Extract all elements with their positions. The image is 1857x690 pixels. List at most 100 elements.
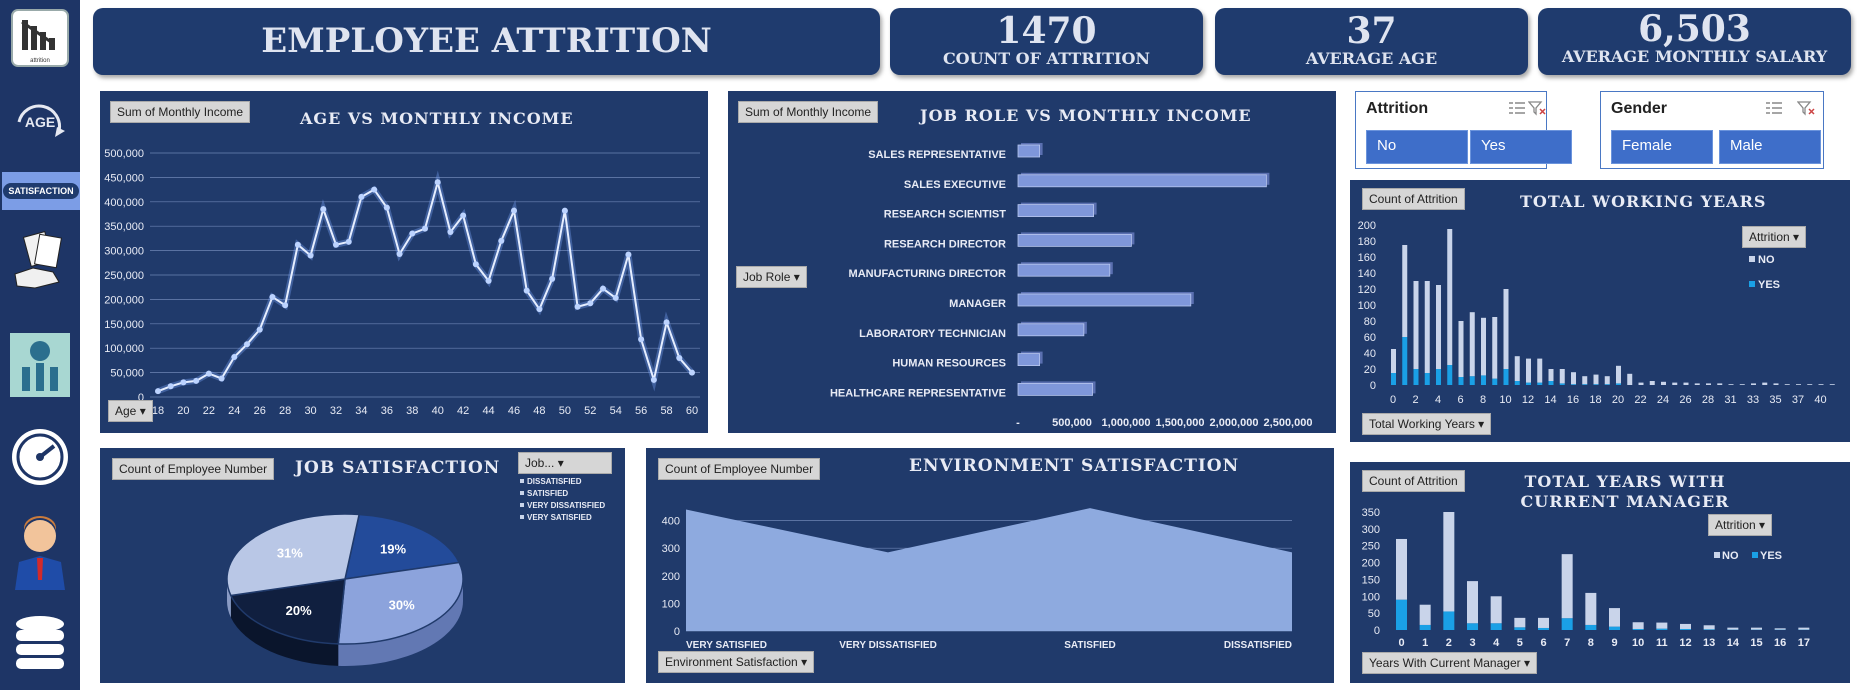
attrition-option-yes[interactable]: Yes	[1470, 130, 1572, 164]
y-tick-label: 400	[662, 516, 680, 528]
jobrole-axis-chip[interactable]: Job Role	[736, 266, 807, 288]
bar-no	[1561, 554, 1573, 619]
logo-caption: attrition	[30, 58, 50, 64]
performance-nav-button[interactable]	[8, 425, 72, 489]
x-tick-label: 14	[1727, 637, 1740, 649]
bar-no	[1656, 622, 1668, 629]
age-income-field-chip[interactable]: Sum of Monthly Income	[110, 101, 251, 123]
bar-no	[1751, 627, 1762, 630]
data-point	[434, 179, 441, 186]
x-tick-label: 46	[508, 405, 520, 417]
database-nav-button[interactable]	[8, 610, 72, 674]
employee-nav-button[interactable]	[8, 516, 72, 590]
clear-filter-icon[interactable]	[1528, 100, 1546, 116]
attrition-option-no[interactable]: No	[1366, 130, 1468, 164]
environment-satisfaction-title: ENVIRONMENT SATISFACTION	[909, 456, 1240, 476]
x-tick-label: 10	[1499, 394, 1511, 406]
bar-no	[1784, 384, 1790, 385]
category-label: RESEARCH DIRECTOR	[884, 238, 1006, 250]
environment-satisfaction-area-chart: 0 100 200 300 400 VERY SATISFIED VERY DISSATIS…	[662, 508, 1292, 651]
bar-yes	[1458, 377, 1464, 385]
bar-yes	[1656, 628, 1668, 630]
attrition-slicer: Attrition No Yes	[1355, 91, 1572, 169]
logo-button[interactable]: attrition	[8, 6, 72, 70]
job-satisfaction-legend-chip[interactable]: Job...	[518, 452, 612, 474]
job-satisfaction-field-chip[interactable]: Count of Employee Number	[112, 458, 275, 480]
bar-yes	[1396, 599, 1407, 630]
x-tick-label: 33	[1747, 394, 1759, 406]
satisfaction-nav-label: SATISFACTION	[3, 183, 79, 199]
multi-select-icon[interactable]	[1765, 100, 1783, 116]
x-tick-label: 24	[1657, 394, 1669, 406]
y-tick-label: 200,000	[104, 294, 144, 306]
y-tick-label: 100,000	[104, 343, 144, 355]
jobrole-income-title: JOB ROLE VS MONTHLY INCOME	[920, 106, 1252, 125]
bar-no	[1798, 627, 1810, 630]
x-tick-label: 40	[1814, 394, 1826, 406]
x-tick-label: VERY SATISFIED	[686, 640, 767, 651]
jobrole-income-bar-chart: SALES REPRESENTATIVE SALES EXECUTIVE RESEA…	[830, 143, 1312, 429]
speedometer-icon	[12, 429, 68, 485]
working-years-field-chip[interactable]: Count of Attrition	[1362, 188, 1465, 210]
bar	[1017, 293, 1192, 307]
gender-option-female[interactable]: Female	[1611, 130, 1713, 164]
data-point	[447, 229, 454, 236]
y-tick-label: 0	[138, 392, 144, 404]
current-manager-legend-chip[interactable]: Attrition	[1708, 514, 1773, 536]
x-tick-label: 11	[1656, 637, 1668, 649]
bar-no	[1632, 622, 1644, 629]
working-years-legend-chip[interactable]: Attrition	[1742, 226, 1807, 248]
x-tick-label: 17	[1798, 637, 1810, 649]
y-tick-label: 40	[1364, 348, 1376, 360]
bar-no	[1694, 383, 1700, 385]
bar-no	[1703, 625, 1715, 630]
environment-satisfaction-field-chip[interactable]: Count of Employee Number	[658, 458, 821, 480]
logo-chart-icon: attrition	[11, 9, 69, 67]
salary-nav-button[interactable]	[8, 230, 72, 294]
age-nav-button[interactable]: AGE	[8, 90, 72, 154]
x-tick-label: 12	[1679, 637, 1691, 649]
legend-label: DISSATISFIED	[527, 477, 582, 486]
age-axis-chip[interactable]: Age	[108, 400, 153, 422]
current-manager-field-chip[interactable]: Count of Attrition	[1362, 470, 1465, 492]
data-point	[561, 207, 568, 214]
x-tick-label: 6	[1457, 394, 1463, 406]
data-point	[371, 186, 378, 193]
data-point	[638, 336, 645, 343]
data-point	[574, 303, 581, 310]
category-label: SALES REPRESENTATIVE	[868, 149, 1006, 161]
bar-no	[1571, 372, 1576, 385]
data-point	[396, 251, 403, 258]
x-tick-label: 37	[1792, 394, 1804, 406]
legend-label: VERY SATISFIED	[527, 513, 592, 522]
bar-no	[1585, 592, 1597, 625]
data-point	[269, 293, 276, 300]
y-tick-label: 250,000	[104, 270, 144, 282]
bar-no	[1706, 383, 1711, 385]
team-nav-button[interactable]	[10, 333, 70, 397]
gender-option-male[interactable]: Male	[1719, 130, 1821, 164]
job-satisfaction-pie-chart: 19% 30% 20% 31% DISSATISFIED SATISFIED VERY DI…	[226, 477, 605, 666]
satisfaction-nav-button[interactable]: SATISFACTION	[2, 172, 80, 210]
bar-no	[1458, 321, 1464, 377]
jobrole-income-field-chip[interactable]: Sum of Monthly Income	[738, 101, 879, 123]
multi-select-icon[interactable]	[1508, 100, 1526, 116]
data-point	[244, 341, 250, 348]
bar	[1017, 323, 1085, 337]
bar-yes	[1424, 373, 1430, 385]
clear-filter-icon[interactable]	[1797, 100, 1815, 116]
legend-label-no: NO	[1722, 550, 1739, 562]
bar-no	[1436, 285, 1441, 369]
environment-satisfaction-axis-chip[interactable]: Environment Satisfaction	[658, 651, 815, 673]
bar-no	[1537, 358, 1543, 383]
bar-yes	[1402, 337, 1408, 385]
data-point	[511, 207, 517, 214]
legend-swatch-no	[1714, 552, 1720, 558]
working-years-axis-chip[interactable]: Total Working Years	[1362, 413, 1492, 435]
bar-no	[1402, 245, 1408, 337]
x-tick-label: 40	[432, 405, 444, 417]
bar-yes	[1391, 373, 1396, 385]
bar-yes	[1419, 624, 1431, 630]
bar-yes	[1571, 384, 1576, 385]
current-manager-axis-chip[interactable]: Years With Current Manager	[1362, 652, 1537, 674]
